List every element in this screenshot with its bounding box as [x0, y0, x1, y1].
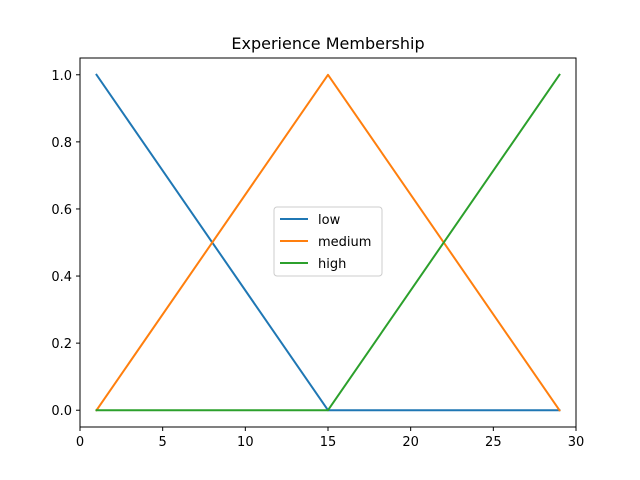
x-tick-label: 5: [159, 435, 167, 450]
y-tick-label: 1.0: [51, 69, 72, 84]
series-layer: [95, 73, 561, 412]
y-tick-label: 0.8: [51, 136, 72, 151]
x-tick-label: 15: [320, 435, 337, 450]
legend-label-medium: medium: [318, 235, 371, 250]
legend-box: [273, 206, 383, 277]
y-tick-label: 0.6: [51, 203, 72, 218]
series-line-medium: [95, 73, 561, 412]
series-line-high: [95, 73, 561, 412]
x-tick-label: 0: [76, 435, 84, 450]
y-tick-label: 0.2: [51, 337, 72, 352]
x-tick-label: 30: [568, 435, 585, 450]
legend-label-high: high: [318, 257, 346, 272]
y-tick-label: 0.4: [51, 270, 72, 285]
x-tick-label: 10: [237, 435, 254, 450]
chart-title: Experience Membership: [231, 34, 424, 53]
legend-label-low: low: [318, 213, 341, 228]
x-tick-label: 25: [485, 435, 502, 450]
ticks-layer: 0 5 10 15 20 25 30 0.0 0.2 0.4 0.6 0.8 1.0: [51, 69, 584, 450]
y-tick-label: 0.0: [51, 404, 72, 419]
x-tick-label: 20: [402, 435, 419, 450]
legend: low medium high: [273, 206, 383, 277]
